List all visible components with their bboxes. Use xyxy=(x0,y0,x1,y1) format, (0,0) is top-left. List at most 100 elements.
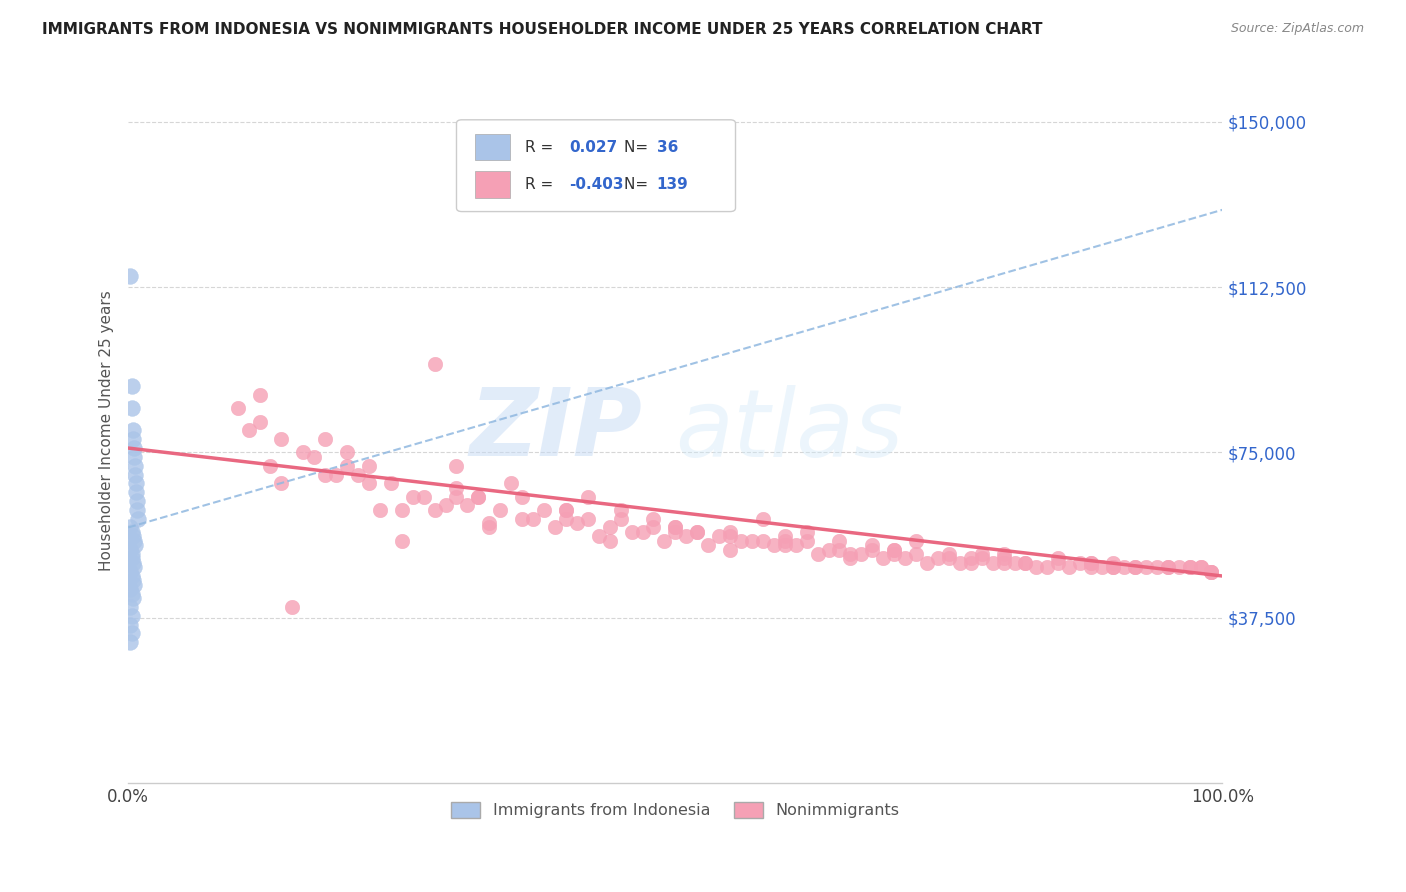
Point xyxy=(336,445,359,459)
Point xyxy=(927,551,949,566)
FancyBboxPatch shape xyxy=(475,134,510,161)
Point xyxy=(412,490,434,504)
Point xyxy=(121,424,143,438)
Point xyxy=(959,556,981,570)
Point xyxy=(1014,556,1036,570)
Point xyxy=(872,551,894,566)
Point xyxy=(1189,560,1212,574)
Point xyxy=(402,490,425,504)
Point xyxy=(631,524,654,539)
Text: 139: 139 xyxy=(657,177,689,192)
Point xyxy=(1080,556,1102,570)
Point xyxy=(270,476,292,491)
Point xyxy=(121,524,143,539)
Text: 0.027: 0.027 xyxy=(569,139,617,154)
Point xyxy=(860,538,883,552)
Point xyxy=(599,520,621,534)
Point xyxy=(664,524,686,539)
Point xyxy=(478,516,501,530)
Point xyxy=(1047,556,1070,570)
Point xyxy=(249,415,271,429)
Point xyxy=(226,401,249,416)
Point xyxy=(851,547,873,561)
Point xyxy=(773,533,796,548)
Point xyxy=(125,494,148,508)
Point xyxy=(752,533,775,548)
Point xyxy=(554,503,576,517)
Point xyxy=(510,490,533,504)
Point xyxy=(121,401,143,416)
Point xyxy=(314,467,336,482)
Point xyxy=(718,524,741,539)
Point xyxy=(238,424,260,438)
Point xyxy=(554,511,576,525)
Point xyxy=(501,476,523,491)
Point xyxy=(654,533,676,548)
Point xyxy=(828,542,851,557)
Point xyxy=(270,432,292,446)
Point xyxy=(467,490,489,504)
Point xyxy=(1189,560,1212,574)
Point xyxy=(609,503,631,517)
Point xyxy=(124,458,146,473)
Text: 36: 36 xyxy=(657,139,678,154)
Point xyxy=(446,490,468,504)
Point xyxy=(938,551,960,566)
FancyBboxPatch shape xyxy=(457,120,735,211)
Point xyxy=(533,503,555,517)
Point xyxy=(120,635,142,649)
Point xyxy=(510,511,533,525)
Point xyxy=(1102,560,1125,574)
Point xyxy=(1201,565,1223,579)
Text: N=: N= xyxy=(624,139,652,154)
Text: N=: N= xyxy=(624,177,652,192)
Point xyxy=(122,441,145,455)
Text: IMMIGRANTS FROM INDONESIA VS NONIMMIGRANTS HOUSEHOLDER INCOME UNDER 25 YEARS COR: IMMIGRANTS FROM INDONESIA VS NONIMMIGRAN… xyxy=(42,22,1043,37)
Point xyxy=(423,503,446,517)
Point xyxy=(259,458,281,473)
Point xyxy=(368,503,391,517)
Y-axis label: Householder Income Under 25 years: Householder Income Under 25 years xyxy=(100,290,114,571)
Point xyxy=(839,551,862,566)
Point xyxy=(959,551,981,566)
Point xyxy=(993,547,1015,561)
Point xyxy=(1091,560,1114,574)
Point xyxy=(121,529,143,543)
Point xyxy=(122,560,145,574)
Point xyxy=(718,529,741,543)
Point xyxy=(446,481,468,495)
Point xyxy=(883,542,905,557)
Point xyxy=(828,533,851,548)
Point xyxy=(121,608,143,623)
Point xyxy=(860,542,883,557)
Point xyxy=(730,533,752,548)
Point xyxy=(127,511,149,525)
Point xyxy=(1167,560,1189,574)
Point xyxy=(120,582,142,597)
Point xyxy=(686,524,709,539)
Point xyxy=(121,556,143,570)
Point xyxy=(905,547,928,561)
Point xyxy=(391,533,413,548)
Point xyxy=(1069,556,1091,570)
Point xyxy=(1146,560,1168,574)
Point xyxy=(599,533,621,548)
Point xyxy=(894,551,917,566)
Point xyxy=(281,599,304,614)
Point xyxy=(883,542,905,557)
Point xyxy=(741,533,763,548)
Point xyxy=(752,511,775,525)
Point xyxy=(686,524,709,539)
Point xyxy=(697,538,720,552)
Point xyxy=(121,626,143,640)
Point xyxy=(125,503,148,517)
Point xyxy=(1080,556,1102,570)
Point xyxy=(1201,565,1223,579)
Point xyxy=(839,547,862,561)
Point xyxy=(1102,560,1125,574)
Point xyxy=(121,587,143,601)
Point xyxy=(122,450,145,464)
Point xyxy=(544,520,567,534)
Point xyxy=(1036,560,1059,574)
Point xyxy=(970,547,993,561)
